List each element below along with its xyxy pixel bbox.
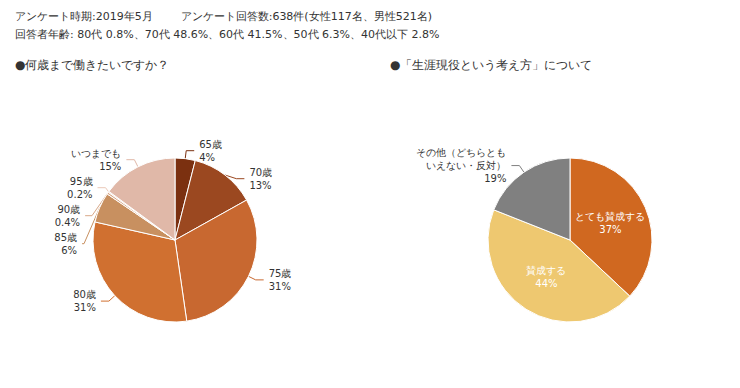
svg-text:19%: 19% [484,173,506,184]
svg-text:75歳: 75歳 [269,268,292,279]
svg-text:95歳: 95歳 [70,176,93,187]
svg-text:とても賛成する: とても賛成する [575,211,645,222]
svg-text:4%: 4% [199,152,215,163]
svg-text:85歳: 85歳 [54,232,77,243]
svg-text:0.2%: 0.2% [67,189,92,200]
svg-text:44%: 44% [535,278,557,289]
svg-text:回答者年齢: 80代 0.8%、70代 48.6%、60代: 回答者年齢: 80代 0.8%、70代 48.6%、60代 41.5%、50代 … [15,28,439,41]
svg-text:90歳: 90歳 [57,204,80,215]
svg-text:アンケート時期:2019年5月 アンケート回答: アンケート時期:2019年5月 アンケート回答数:638件(女性117名、男性5… [15,10,432,23]
svg-text:37%: 37% [599,224,621,235]
svg-text:15%: 15% [99,161,121,172]
svg-text:●「生涯現役という考え方」について: ●「生涯現役という考え方」について [390,58,592,72]
svg-text:80歳: 80歳 [73,289,96,300]
svg-text:70歳: 70歳 [249,167,272,178]
svg-text:6%: 6% [61,245,77,256]
svg-text:31%: 31% [269,281,291,292]
svg-text:いえない・反対）: いえない・反対） [426,160,506,171]
svg-text:●何歳まで働きたいですか？: ●何歳まで働きたいですか？ [15,58,169,72]
svg-text:65歳: 65歳 [199,139,222,150]
svg-text:いつまでも: いつまでも [71,148,121,159]
svg-text:13%: 13% [249,180,271,191]
svg-text:その他（どちらとも: その他（どちらとも [416,147,506,158]
svg-text:31%: 31% [74,302,96,313]
svg-text:賛成する: 賛成する [526,265,566,276]
svg-text:0.4%: 0.4% [55,217,80,228]
